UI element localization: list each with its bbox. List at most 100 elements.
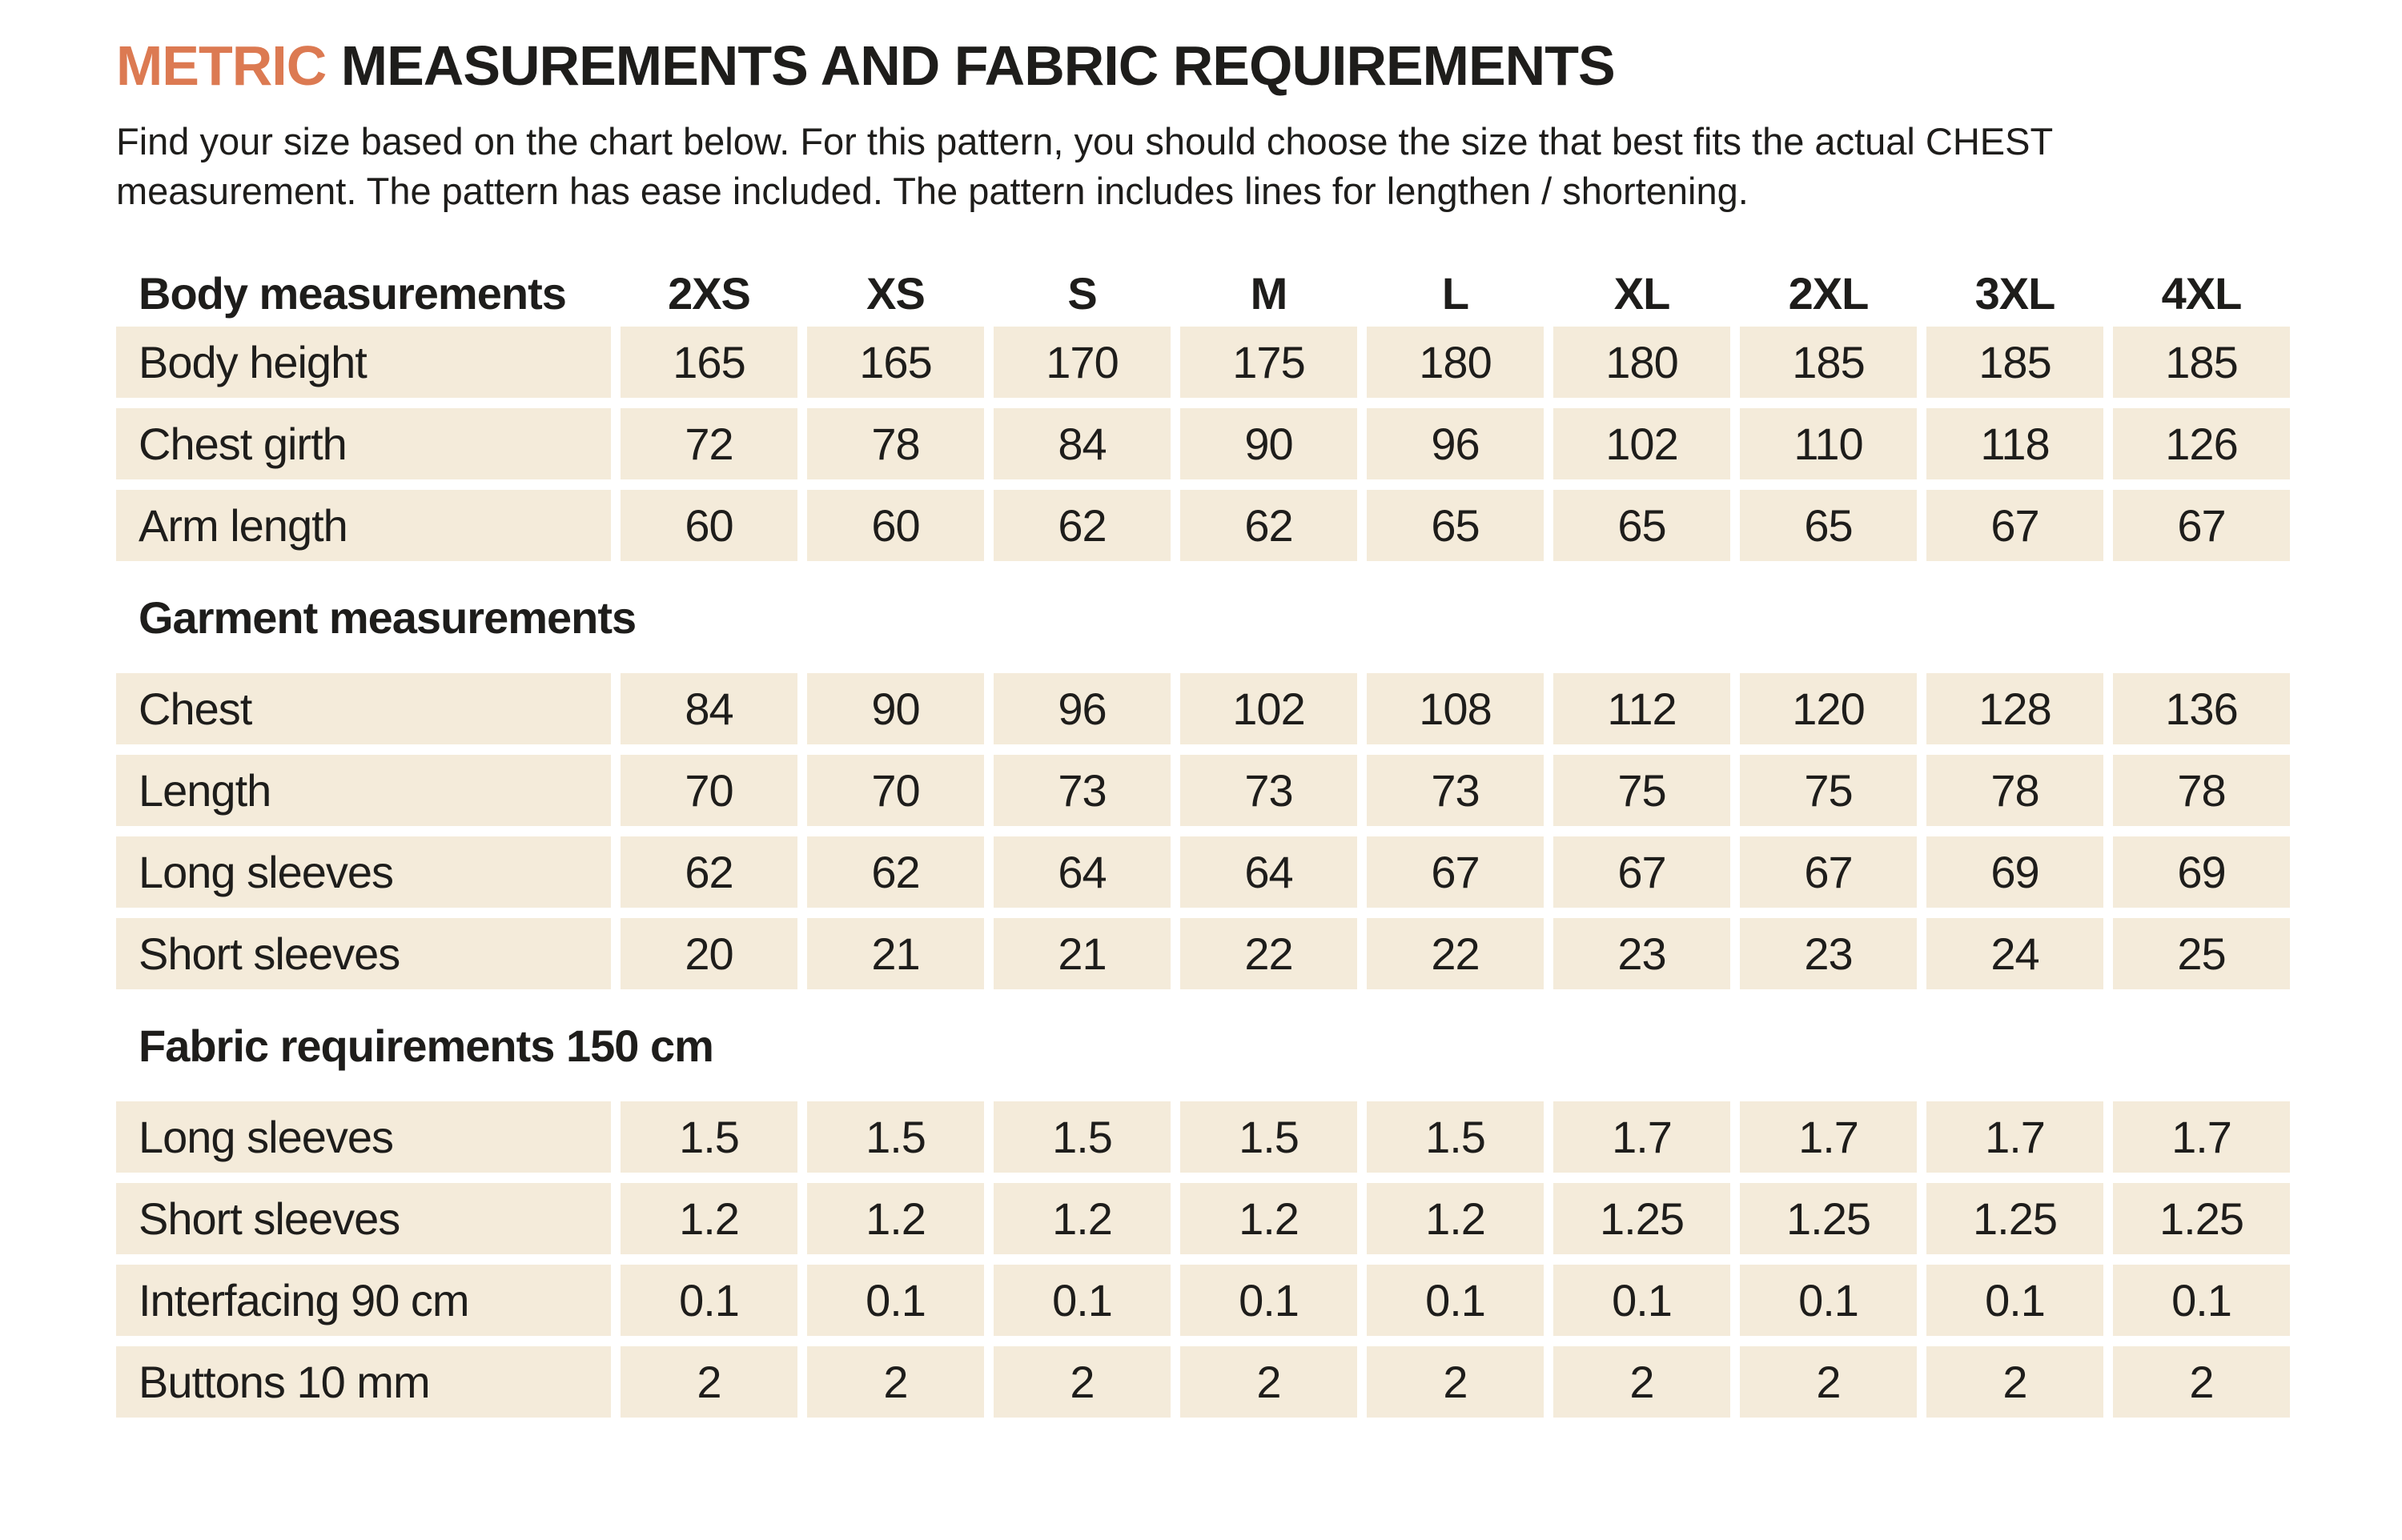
measurement-cell: 84 bbox=[621, 673, 797, 744]
measurement-cell: 64 bbox=[994, 836, 1171, 908]
measurement-cell: 73 bbox=[994, 755, 1171, 826]
measurement-cell: 102 bbox=[1553, 408, 1730, 479]
measurement-cell: 1.2 bbox=[1367, 1183, 1544, 1254]
measurement-cell: 0.1 bbox=[1367, 1265, 1544, 1336]
measurement-cell: 2 bbox=[1367, 1346, 1544, 1418]
measurement-cell: 90 bbox=[807, 673, 984, 744]
table-header-row: Body measurements 2XS XS S M L XL 2XL 3XL 4XL bbox=[116, 259, 2290, 327]
table-row: Chest 84 90 96 102 108 112 120 128 136 bbox=[116, 673, 2290, 744]
measurement-cell: 78 bbox=[2113, 755, 2290, 826]
row-label: Long sleeves bbox=[116, 1101, 611, 1173]
row-label: Long sleeves bbox=[116, 836, 611, 908]
measurement-cell: 84 bbox=[994, 408, 1171, 479]
measurement-cell: 96 bbox=[1367, 408, 1544, 479]
measurement-cell: 180 bbox=[1553, 327, 1730, 398]
row-label: Chest bbox=[116, 673, 611, 744]
measurement-cell: 2 bbox=[621, 1346, 797, 1418]
measurement-cell: 60 bbox=[621, 490, 797, 561]
measurement-cell: 110 bbox=[1740, 408, 1917, 479]
table-row: Chest girth 72 78 84 90 96 102 110 118 126 bbox=[116, 408, 2290, 479]
measurement-cell: 2 bbox=[1180, 1346, 1357, 1418]
measurement-cell: 1.5 bbox=[1180, 1101, 1357, 1173]
measurement-cell: 128 bbox=[1926, 673, 2103, 744]
measurement-cell: 1.25 bbox=[1740, 1183, 1917, 1254]
measurement-cell: 73 bbox=[1367, 755, 1544, 826]
measurement-cell: 175 bbox=[1180, 327, 1357, 398]
measurement-cell: 1.7 bbox=[1740, 1101, 1917, 1173]
measurement-cell: 1.5 bbox=[807, 1101, 984, 1173]
measurement-cell: 25 bbox=[2113, 918, 2290, 989]
measurement-cell: 20 bbox=[621, 918, 797, 989]
title-rest: MEASUREMENTS AND FABRIC REQUIREMENTS bbox=[326, 34, 1616, 97]
row-label: Short sleeves bbox=[116, 918, 611, 989]
page-title: METRIC MEASUREMENTS AND FABRIC REQUIREME… bbox=[116, 34, 2402, 98]
measurement-cell: 22 bbox=[1367, 918, 1544, 989]
row-label: Interfacing 90 cm bbox=[116, 1265, 611, 1336]
measurement-cell: 0.1 bbox=[1926, 1265, 2103, 1336]
measurement-cell: 62 bbox=[994, 490, 1171, 561]
measurement-cell: 1.5 bbox=[1367, 1101, 1544, 1173]
measurement-cell: 62 bbox=[621, 836, 797, 908]
measurement-cell: 96 bbox=[994, 673, 1171, 744]
measurement-cell: 60 bbox=[807, 490, 984, 561]
column-header-body-measurements: Body measurements bbox=[139, 267, 567, 319]
measurement-cell: 90 bbox=[1180, 408, 1357, 479]
measurement-cell: 78 bbox=[807, 408, 984, 479]
measurement-cell: 0.1 bbox=[807, 1265, 984, 1336]
measurement-cell: 180 bbox=[1367, 327, 1544, 398]
measurement-cell: 2 bbox=[1740, 1346, 1917, 1418]
measurement-cell: 2 bbox=[994, 1346, 1171, 1418]
size-chart-table: Body measurements 2XS XS S M L XL 2XL 3XL 4XL Bo… bbox=[116, 259, 2290, 1418]
measurement-cell: 112 bbox=[1553, 673, 1730, 744]
measurement-cell: 70 bbox=[807, 755, 984, 826]
row-label: Buttons 10 mm bbox=[116, 1346, 611, 1418]
row-label: Arm length bbox=[116, 490, 611, 561]
measurement-cell: 62 bbox=[1180, 490, 1357, 561]
column-header-size-XS: XS bbox=[866, 267, 926, 319]
column-header-size-S: S bbox=[1067, 267, 1097, 319]
measurement-cell: 1.5 bbox=[994, 1101, 1171, 1173]
measurement-cell: 69 bbox=[2113, 836, 2290, 908]
measurement-cell: 185 bbox=[1926, 327, 2103, 398]
section-heading: Garment measurements bbox=[139, 592, 637, 643]
row-label: Chest girth bbox=[116, 408, 611, 479]
measurement-cell: 170 bbox=[994, 327, 1171, 398]
measurement-cell: 1.25 bbox=[1926, 1183, 2103, 1254]
measurement-cell: 67 bbox=[1367, 836, 1544, 908]
measurement-cell: 1.2 bbox=[807, 1183, 984, 1254]
measurement-cell: 185 bbox=[2113, 327, 2290, 398]
measurement-cell: 118 bbox=[1926, 408, 2103, 479]
measurement-cell: 0.1 bbox=[1553, 1265, 1730, 1336]
row-label: Body height bbox=[116, 327, 611, 398]
section-heading: Fabric requirements 150 cm bbox=[139, 1020, 714, 1071]
measurement-cell: 0.1 bbox=[1180, 1265, 1357, 1336]
table-row: Interfacing 90 cm 0.1 0.1 0.1 0.1 0.1 0.1 0.1 0.… bbox=[116, 1265, 2290, 1336]
measurement-cell: 67 bbox=[1553, 836, 1730, 908]
measurement-cell: 64 bbox=[1180, 836, 1357, 908]
measurement-cell: 24 bbox=[1926, 918, 2103, 989]
measurement-cell: 1.25 bbox=[1553, 1183, 1730, 1254]
measurement-cell: 22 bbox=[1180, 918, 1357, 989]
measurement-cell: 136 bbox=[2113, 673, 2290, 744]
measurement-cell: 165 bbox=[807, 327, 984, 398]
measurement-cell: 120 bbox=[1740, 673, 1917, 744]
measurement-cell: 1.25 bbox=[2113, 1183, 2290, 1254]
measurement-cell: 1.7 bbox=[2113, 1101, 2290, 1173]
measurement-cell: 102 bbox=[1180, 673, 1357, 744]
table-body: Body height 165 165 170 175 180 180 185 185 185 Ch… bbox=[116, 327, 2290, 1418]
title-highlight: METRIC bbox=[116, 34, 327, 97]
table-row: Arm length 60 60 62 62 65 65 65 67 67 bbox=[116, 490, 2290, 561]
column-header-size-2XL: 2XL bbox=[1788, 267, 1870, 319]
measurement-cell: 1.7 bbox=[1553, 1101, 1730, 1173]
measurement-cell: 70 bbox=[621, 755, 797, 826]
measurement-cell: 0.1 bbox=[621, 1265, 797, 1336]
table-row: Body height 165 165 170 175 180 180 185 185 185 bbox=[116, 327, 2290, 398]
measurement-cell: 185 bbox=[1740, 327, 1917, 398]
table-row: Short sleeves 1.2 1.2 1.2 1.2 1.2 1.25 1.25 1.25… bbox=[116, 1183, 2290, 1254]
row-label: Short sleeves bbox=[116, 1183, 611, 1254]
measurement-cell: 1.2 bbox=[994, 1183, 1171, 1254]
measurement-cell: 69 bbox=[1926, 836, 2103, 908]
measurement-cell: 23 bbox=[1740, 918, 1917, 989]
measurement-cell: 62 bbox=[807, 836, 984, 908]
